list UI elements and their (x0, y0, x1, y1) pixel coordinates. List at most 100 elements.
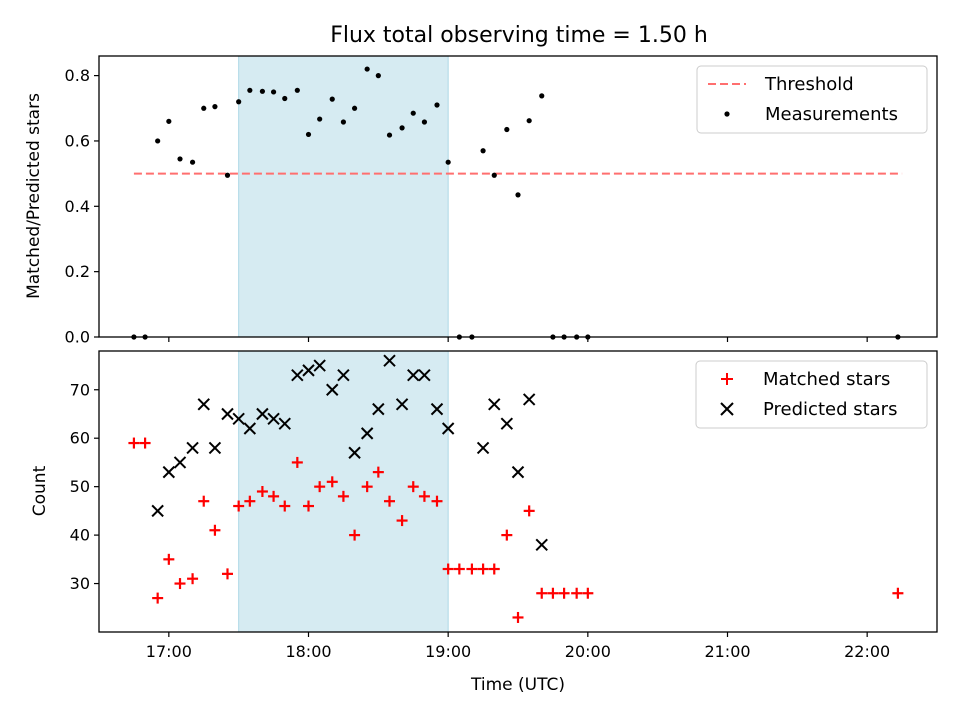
predicted-star-point (441, 422, 455, 435)
x-tick-label: 19:00 (425, 642, 471, 661)
predicted-star-point (418, 369, 431, 382)
matched-star-point (303, 500, 314, 512)
matched-star-point (571, 587, 583, 599)
measurement-point (247, 87, 253, 93)
matched-star-point (256, 486, 268, 497)
top-y-axis-label: Matched/Predicted stars (24, 93, 44, 299)
matched-star-point (892, 587, 904, 599)
bottom-x-ticks: 17:00 18:00 19:00 20:00 21:00 22:00 (146, 632, 890, 661)
predicted-star-point (500, 417, 514, 430)
matched-star-point (209, 524, 221, 536)
matched-star-point (221, 568, 233, 580)
predicted-star-point (535, 538, 548, 552)
matched-star-point (431, 495, 443, 507)
predicted-star-point (173, 456, 187, 469)
matched-star-point (152, 592, 164, 604)
measurement-point (375, 73, 381, 79)
matched-star-point (477, 563, 489, 575)
measurement-point (189, 159, 196, 165)
top-axes: 0.00.20.40.60.8 Matched/Predicted stars … (24, 55, 938, 347)
bottom-legend: Matched stars Predicted stars (695, 360, 928, 429)
measurement-point (270, 89, 277, 95)
predicted-star-point (197, 398, 210, 411)
matched-star-point (361, 481, 373, 493)
top-axes-frame (98, 55, 938, 338)
measurement-point (294, 87, 300, 93)
y-tick-label: 30 (70, 574, 90, 593)
matched-star-point (349, 529, 361, 541)
chart-title: Flux total observing time = 1.50 h (330, 23, 708, 48)
measurement-point (236, 99, 242, 105)
predicted-star-point (488, 398, 501, 411)
matched-star-point (198, 495, 210, 507)
predicted-star-point (348, 446, 361, 459)
measurement-point (386, 132, 393, 138)
predicted-star-point (326, 383, 339, 396)
measurement-point (421, 119, 428, 125)
matched-star-point (488, 563, 500, 575)
x-tick-label: 21:00 (704, 642, 750, 661)
predicted-star-point (162, 465, 176, 479)
measurement-point (491, 172, 497, 178)
predicted-star-point (256, 407, 269, 421)
bottom-y-axis-label: Count (30, 465, 50, 516)
y-tick-label: 0.6 (65, 131, 90, 150)
predicted-star-point (267, 412, 280, 426)
legend-matched-swatch (721, 373, 733, 385)
x-tick-label: 22:00 (844, 642, 890, 661)
y-tick-label: 0.0 (65, 328, 90, 347)
predicted-star-point (278, 417, 291, 430)
matched-star-point (268, 490, 280, 502)
matched-star-point (582, 587, 594, 599)
measurement-point (317, 116, 323, 122)
matched-star-point (279, 500, 291, 512)
matched-star-point (466, 563, 478, 575)
predicted-star-point (522, 393, 536, 406)
top-x-ticks (168, 337, 868, 342)
measurement-point (282, 95, 288, 102)
measurement-point (480, 148, 486, 154)
predicted-star-point (302, 364, 315, 377)
matched-star-point (244, 495, 256, 507)
predicted-star-point (291, 369, 304, 382)
x-tick-label: 17:00 (146, 642, 192, 661)
matched-star-point (384, 495, 396, 507)
legend-measurement-swatch (724, 111, 730, 117)
y-tick-label: 0.2 (65, 262, 90, 281)
predicted-star-point (208, 441, 222, 455)
legend-predicted-swatch (720, 402, 734, 416)
measurement-point (155, 138, 161, 144)
measurement-point (399, 125, 405, 131)
matched-star-point (523, 505, 535, 517)
measurement-point (515, 192, 521, 198)
matched-star-point (418, 490, 430, 502)
predicted-star-point (337, 369, 350, 382)
predicted-star-point (232, 412, 245, 426)
measurement-points (131, 66, 901, 340)
matched-star-point (558, 587, 570, 599)
predicted-star-point (360, 427, 374, 440)
predicted-star-point (151, 504, 164, 518)
predicted-star-point (186, 441, 199, 455)
matched-star-point (128, 437, 140, 449)
measurement-point (166, 118, 172, 124)
matched-star-point (314, 481, 326, 493)
measurement-point (340, 119, 347, 125)
measurement-point (259, 88, 266, 94)
predicted-star-point (383, 354, 396, 367)
top-legend-box (696, 65, 928, 134)
matched-star-point (326, 476, 338, 488)
matched-star-point (233, 500, 245, 512)
x-tick-label: 18:00 (285, 642, 331, 661)
top-shaded-span (238, 55, 449, 338)
predicted-star-point (372, 402, 385, 416)
matched-star-points (128, 437, 904, 623)
legend-threshold-label: Threshold (764, 74, 854, 95)
predicted-star-point (407, 369, 420, 382)
measurement-point (410, 110, 416, 116)
y-tick-label: 40 (70, 526, 90, 545)
bottom-axes-frame (98, 350, 938, 633)
y-tick-label: 0.4 (65, 197, 90, 216)
matched-star-point (547, 587, 559, 599)
y-tick-label: 60 (70, 429, 90, 448)
